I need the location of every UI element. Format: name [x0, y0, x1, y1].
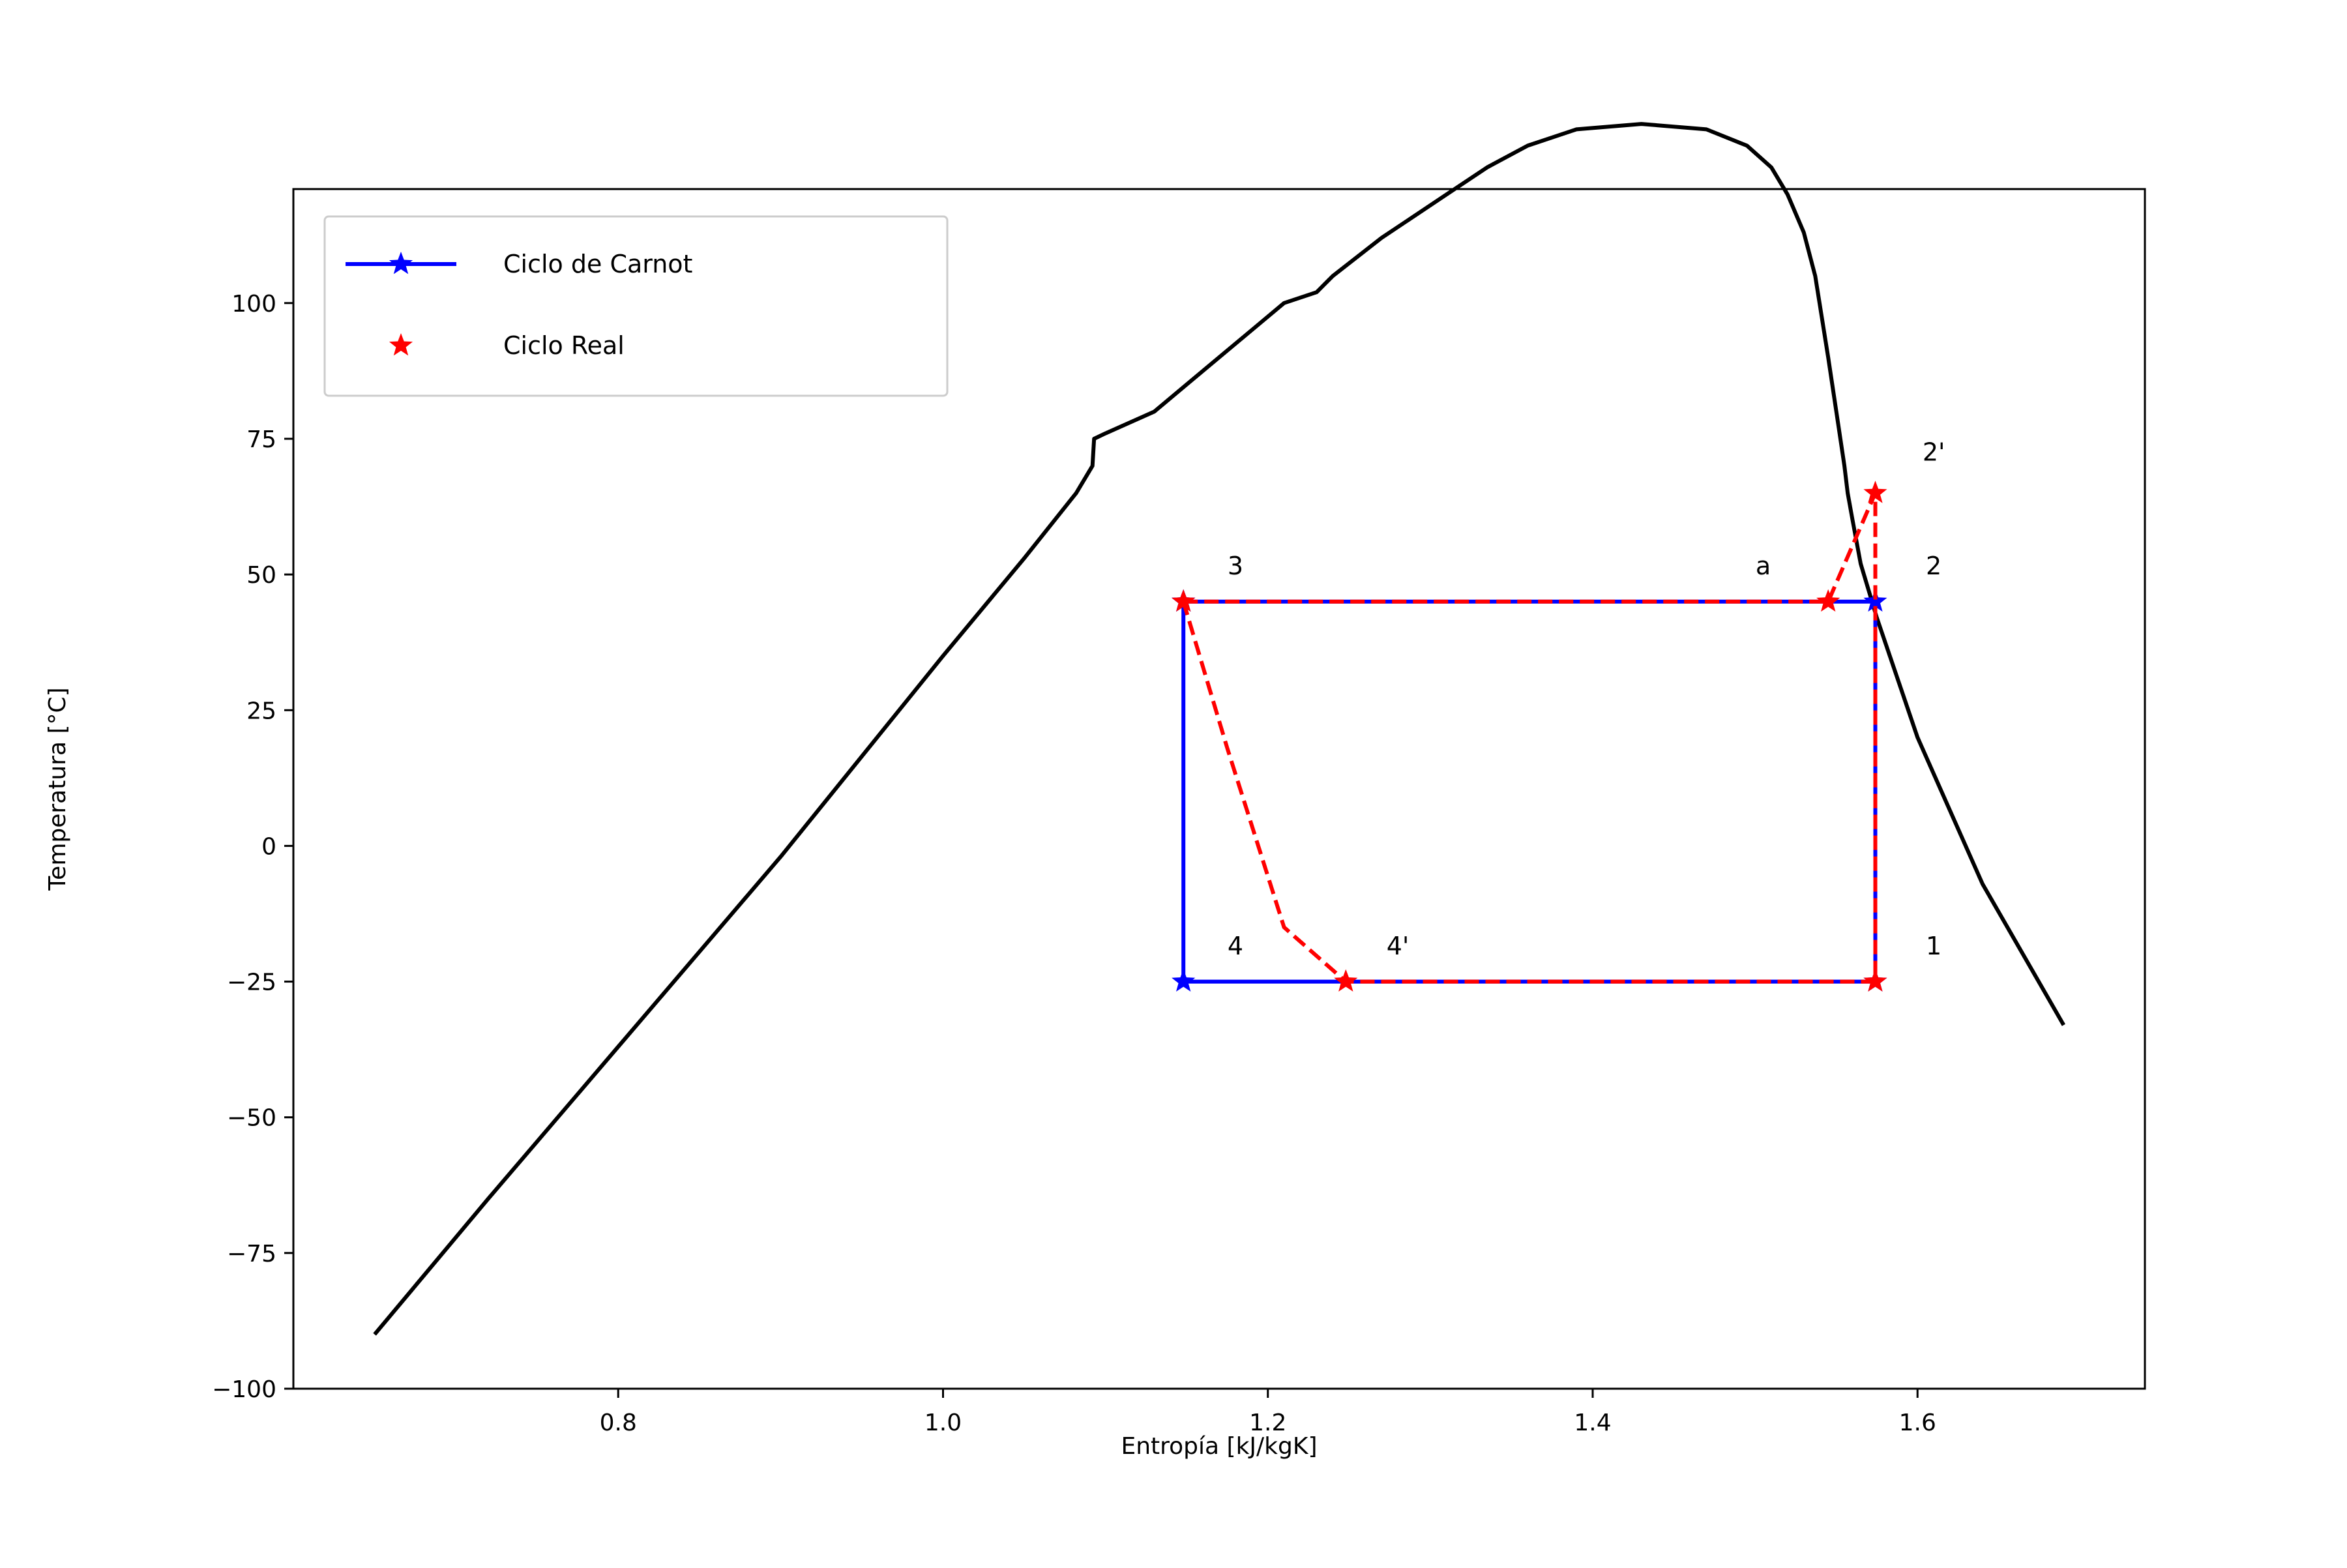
real-point-marker — [1334, 969, 1358, 992]
carnot-point-marker — [1863, 589, 1887, 612]
y-tick-label: 0 — [261, 833, 276, 860]
state-point-label: a — [1756, 552, 1771, 580]
y-tick-label: 50 — [246, 562, 276, 589]
legend-swatch-star-real — [389, 333, 413, 356]
x-tick-label: 1.0 — [924, 1410, 962, 1436]
x-tick-label: 1.4 — [1574, 1410, 1611, 1436]
carnot-point-marker — [1172, 969, 1196, 992]
y-tick-label: −100 — [212, 1376, 276, 1403]
real-point-marker — [1863, 481, 1887, 503]
legend-swatch-star-carnot — [389, 252, 413, 274]
series-line-real — [1181, 491, 1878, 984]
legend-entry-real: Ciclo Real — [389, 331, 625, 360]
series-line-carnot — [1181, 599, 1878, 984]
plot-frame — [292, 188, 2146, 1390]
y-axis-label: Temperatura [°C] — [44, 687, 71, 891]
dome-layer — [373, 122, 2066, 1336]
y-ticks: 100 75 50 25 0 −25 −50 −75 −100 — [212, 291, 293, 1403]
legend-entry-carnot: Ciclo de Carnot — [346, 250, 692, 278]
legend-label-real: Ciclo Real — [503, 331, 625, 360]
series-layer — [1172, 481, 1887, 992]
x-tick-label: 1.6 — [1899, 1410, 1936, 1436]
y-tick-label: −75 — [227, 1241, 276, 1267]
annotations-layer: 3 a 2 2' 4 4' 1 — [1228, 437, 1945, 960]
y-tick-label: 25 — [246, 698, 276, 724]
real-point-marker — [1172, 589, 1196, 612]
legend: Ciclo de Carnot Ciclo Real — [323, 215, 949, 397]
real-point-marker — [1816, 589, 1840, 612]
state-point-label: 4' — [1387, 932, 1410, 960]
x-ticks: 0.8 1.0 1.2 1.4 1.6 — [600, 1389, 1936, 1436]
y-tick-label: 75 — [246, 426, 276, 453]
state-point-label: 2' — [1923, 437, 1945, 466]
x-axis-label: Entropía [kJ/kgK] — [1121, 1433, 1317, 1460]
legend-box — [323, 215, 949, 397]
state-point-label: 1 — [1926, 932, 1941, 960]
state-point-label: 3 — [1228, 552, 1243, 580]
state-point-label: 4 — [1228, 932, 1243, 960]
y-tick-label: −25 — [227, 969, 276, 996]
x-tick-label: 1.2 — [1249, 1410, 1286, 1436]
y-tick-label: 100 — [231, 291, 276, 318]
y-tick-label: −50 — [227, 1105, 276, 1132]
x-tick-label: 0.8 — [600, 1410, 637, 1436]
legend-label-carnot: Ciclo de Carnot — [503, 250, 692, 278]
saturation-dome-line — [373, 122, 2066, 1336]
state-point-label: 2 — [1926, 552, 1941, 580]
real-point-marker — [1863, 969, 1887, 992]
